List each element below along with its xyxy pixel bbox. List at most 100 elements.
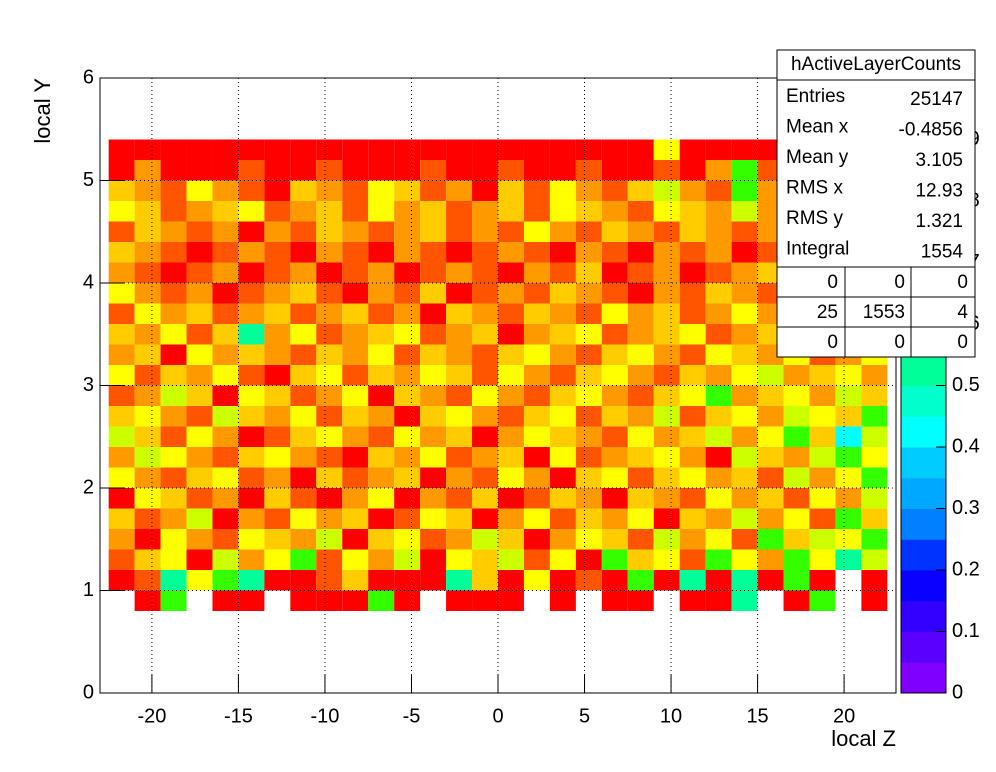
stats-label: Integral [786,239,849,260]
heatmap-cell [212,570,239,591]
heatmap-cell [653,344,680,365]
stats-cell: 0 [894,332,905,353]
heatmap-cell [523,385,550,406]
heatmap-cell [549,221,576,242]
heatmap-cell [731,426,758,447]
y-tick-label: 0 [83,681,94,703]
heatmap-cell [238,426,265,447]
heatmap-cell [705,406,732,427]
palette-band [901,385,946,417]
heatmap-cell [316,590,343,611]
heatmap-cell [264,467,291,488]
heatmap-cell [627,201,654,222]
heatmap-cell [420,344,447,365]
stats-value: 1554 [921,242,964,263]
heatmap-cell [160,160,187,181]
heatmap-cell [160,570,187,591]
heatmap-cell [342,508,369,529]
heatmap-cell [472,590,498,611]
heatmap-cell [238,590,265,611]
heatmap-cell [394,242,421,263]
heatmap-cell [601,426,628,447]
heatmap-cell [809,590,836,611]
heatmap-cell [472,488,498,509]
heatmap-cell [264,180,291,201]
heatmap-cell [290,488,317,509]
heatmap-cell [420,324,447,345]
heatmap-cell [368,242,395,263]
heatmap-cell [601,447,628,468]
heatmap-cell [627,139,654,160]
heatmap-cell [342,488,369,509]
heatmap-cell [472,570,498,591]
heatmap-cell [549,529,576,550]
heatmap-cell [264,283,291,304]
heatmap-cell [705,303,732,324]
heatmap-cell [601,570,628,591]
heatmap-cell [394,467,421,488]
x-tick-label: -20 [137,705,166,727]
heatmap-cell [731,201,758,222]
heatmap-cell [731,180,758,201]
heatmap-cell [575,283,602,304]
heatmap-cell [264,406,291,427]
heatmap-cell [186,549,213,570]
heatmap-cell [316,201,343,222]
heatmap-cell [368,139,395,160]
heatmap-cell [653,549,680,570]
heatmap-cell [809,488,836,509]
heatmap-cell [134,139,161,160]
heatmap-cell [731,488,758,509]
heatmap-cell [160,283,187,304]
stats-cell: 0 [957,272,968,293]
heatmap-cell [679,529,706,550]
heatmap-cell [783,590,810,611]
heatmap-cell [705,488,732,509]
heatmap-cell [601,385,628,406]
heatmap-cell [368,467,395,488]
heatmap-cell [160,385,187,406]
heatmap-cell [446,160,473,181]
x-tick-label: 20 [833,705,855,727]
palette-band [901,508,946,540]
heatmap-cell [705,447,732,468]
heatmap-cell [705,180,732,201]
heatmap-cell [290,570,317,591]
heatmap-cell [238,467,265,488]
heatmap-cell [549,139,576,160]
heatmap-cell [809,365,836,386]
heatmap-cell [290,180,317,201]
heatmap-cell [342,242,369,263]
heatmap-cell [731,242,758,263]
heatmap-cell [601,488,628,509]
heatmap-cell [238,508,265,529]
heatmap-cell [575,201,602,222]
heatmap-cell [134,303,161,324]
heatmap-cell [212,488,239,509]
heatmap-cell [160,180,187,201]
heatmap-cell [186,180,213,201]
heatmap-cell [212,201,239,222]
heatmap-cell [342,447,369,468]
heatmap-cell [420,242,447,263]
heatmap-cell [316,529,343,550]
heatmap-cell [368,385,395,406]
heatmap-cell [108,139,135,160]
heatmap-cell [420,139,447,160]
heatmap-cell [160,406,187,427]
heatmap-cell [523,488,550,509]
heatmap-cell [783,508,810,529]
heatmap-cell [627,467,654,488]
heatmap-cell [835,365,862,386]
heatmap-cell [627,344,654,365]
heatmap-cell [653,262,680,283]
stats-value: -0.4856 [899,120,963,141]
heatmap-cell [420,406,447,427]
heatmap-cell [342,180,369,201]
heatmap-cell [472,242,498,263]
heatmap-cell [342,467,369,488]
heatmap-cell [757,447,784,468]
heatmap-cell [420,529,447,550]
heatmap-cell [290,447,317,468]
heatmap-cell [290,508,317,529]
